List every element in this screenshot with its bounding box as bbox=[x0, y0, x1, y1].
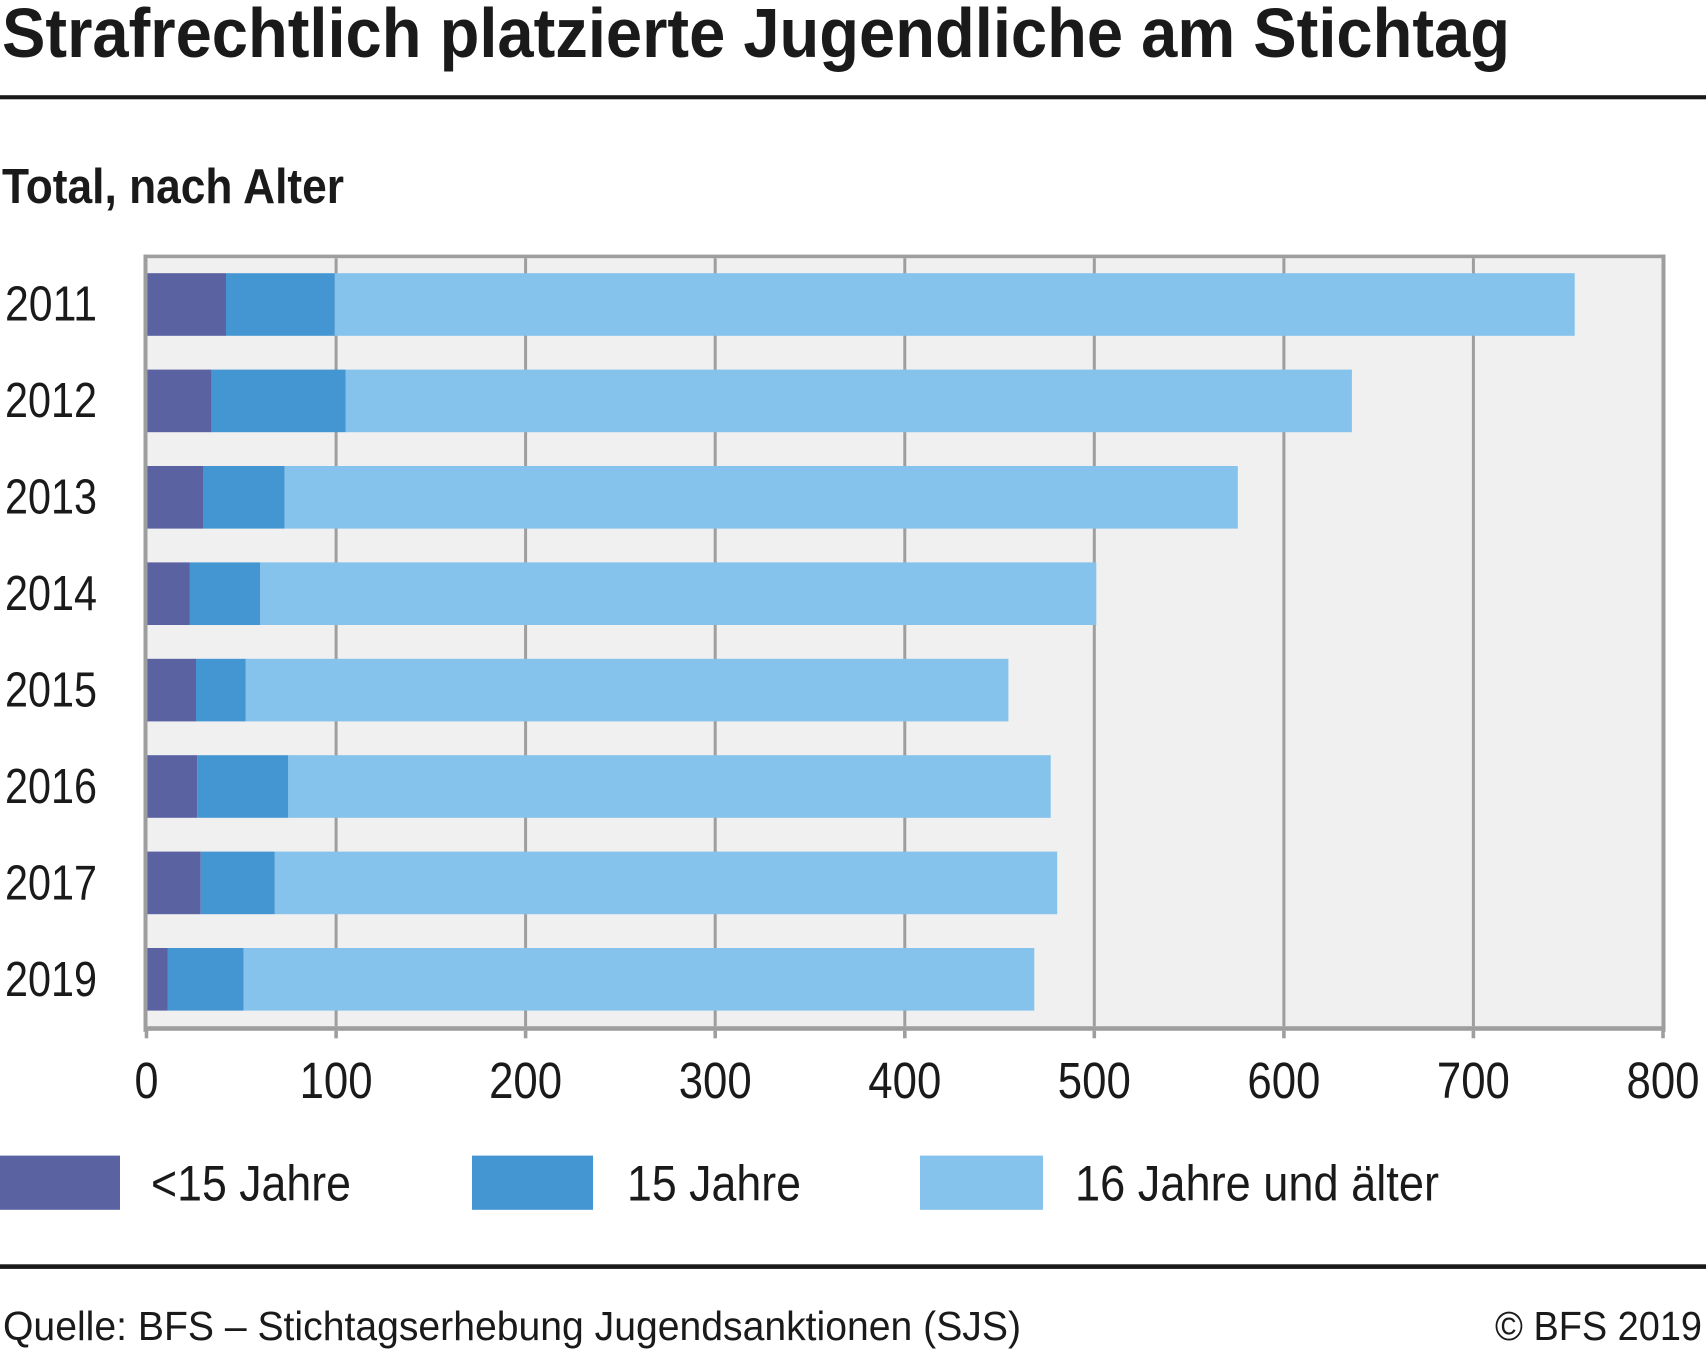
svg-text:Strafrechtlich platzierte Juge: Strafrechtlich platzierte Jugendliche am… bbox=[2, 0, 1510, 72]
svg-text:2012: 2012 bbox=[5, 374, 97, 428]
svg-text:2017: 2017 bbox=[5, 856, 97, 910]
svg-text:300: 300 bbox=[679, 1052, 752, 1109]
svg-text:Quelle: BFS – Stichtagserhebun: Quelle: BFS – Stichtagserhebung Jugendsa… bbox=[3, 1303, 1021, 1349]
svg-text:200: 200 bbox=[489, 1052, 562, 1109]
svg-text:16 Jahre und älter: 16 Jahre und älter bbox=[1075, 1156, 1439, 1212]
svg-text:800: 800 bbox=[1627, 1052, 1700, 1109]
svg-text:2014: 2014 bbox=[5, 567, 97, 621]
svg-text:500: 500 bbox=[1058, 1052, 1131, 1109]
svg-text:2013: 2013 bbox=[5, 471, 97, 525]
svg-text:Total, nach Alter: Total, nach Alter bbox=[2, 160, 344, 214]
svg-text:2016: 2016 bbox=[5, 760, 97, 814]
svg-text:700: 700 bbox=[1437, 1052, 1510, 1109]
svg-text:© BFS 2019: © BFS 2019 bbox=[1495, 1303, 1702, 1349]
svg-text:0: 0 bbox=[135, 1052, 159, 1109]
svg-text:100: 100 bbox=[300, 1052, 373, 1109]
svg-text:400: 400 bbox=[868, 1052, 941, 1109]
svg-text:2015: 2015 bbox=[5, 663, 97, 717]
svg-text:600: 600 bbox=[1247, 1052, 1320, 1109]
svg-text:2011: 2011 bbox=[5, 278, 97, 332]
svg-text:2019: 2019 bbox=[5, 953, 97, 1007]
svg-text:<15 Jahre: <15 Jahre bbox=[151, 1156, 351, 1212]
svg-text:15 Jahre: 15 Jahre bbox=[627, 1156, 801, 1212]
